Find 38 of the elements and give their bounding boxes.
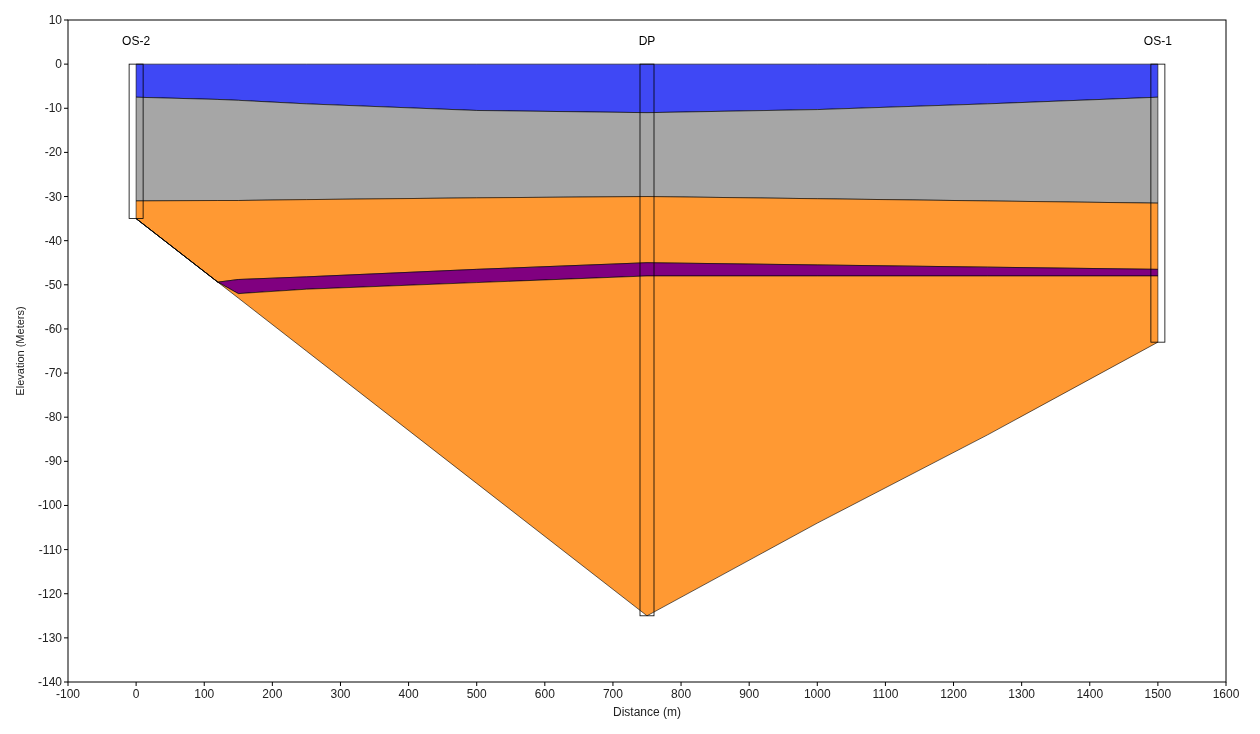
y-tick-label: -110 xyxy=(38,542,63,557)
y-tick-label: -50 xyxy=(44,277,63,292)
x-tick-label: 1000 xyxy=(803,687,831,701)
y-tick-label: -140 xyxy=(37,675,63,689)
x-tick-label: 0 xyxy=(132,687,140,701)
x-tick-label: 1200 xyxy=(940,687,968,701)
x-tick-label: 1300 xyxy=(1008,687,1036,701)
x-tick-label: 400 xyxy=(398,687,419,701)
y-tick-label: -100 xyxy=(37,498,63,513)
x-tick-label: 100 xyxy=(194,687,215,701)
y-axis-title: Elevation (Meters) xyxy=(14,306,26,396)
y-tick-label: -130 xyxy=(37,630,63,645)
y-tick-label: -20 xyxy=(44,145,63,160)
x-tick-label: 500 xyxy=(466,687,488,701)
annotation: OS-2 xyxy=(122,34,151,48)
y-tick-label: -40 xyxy=(44,233,63,248)
x-tick-label: 1400 xyxy=(1076,687,1104,701)
y-tick-label: -10 xyxy=(44,101,63,116)
y-tick-label: -120 xyxy=(37,586,63,601)
x-tick-label: 300 xyxy=(330,687,351,701)
x-tick-label: 1100 xyxy=(872,687,899,701)
x-tick-label: 600 xyxy=(534,687,556,701)
x-tick-label: 200 xyxy=(262,687,283,701)
y-tick-label: -60 xyxy=(44,321,63,336)
y-tick-label: -70 xyxy=(44,366,63,381)
annotation: DP xyxy=(638,34,656,48)
x-tick-label: 1500 xyxy=(1144,687,1172,701)
x-axis-title: Distance (m) xyxy=(612,705,682,719)
y-tick-label: 0 xyxy=(55,57,63,72)
x-tick-label: 1600 xyxy=(1212,687,1240,701)
y-tick-label: -80 xyxy=(44,410,63,425)
x-tick-label: 700 xyxy=(602,687,624,701)
y-tick-label: -90 xyxy=(44,454,63,469)
y-tick-label: 10 xyxy=(48,13,63,27)
y-tick-label: -30 xyxy=(44,189,63,204)
x-tick-label: 800 xyxy=(671,687,692,701)
x-tick-label: 900 xyxy=(739,687,760,701)
annotation: OS-1 xyxy=(1143,34,1173,48)
